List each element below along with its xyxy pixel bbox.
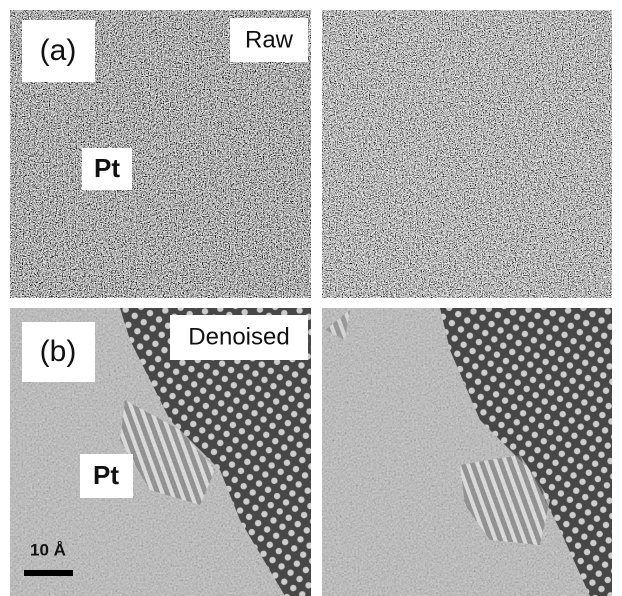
- scale-bar: [24, 570, 73, 576]
- panel-label: (a): [40, 34, 77, 67]
- raw-image-right: [322, 10, 612, 298]
- material-label: Pt: [93, 460, 119, 490]
- panel-tag: Denoised: [188, 323, 289, 350]
- denoised-image-right: [322, 308, 612, 596]
- figure: (a) Raw Pt (b) Denoised Pt 10 Å: [0, 0, 622, 596]
- panel-tag: Raw: [245, 26, 294, 53]
- panel-label: (b): [40, 335, 77, 368]
- scale-bar-label: 10 Å: [30, 540, 66, 559]
- material-label: Pt: [94, 153, 120, 183]
